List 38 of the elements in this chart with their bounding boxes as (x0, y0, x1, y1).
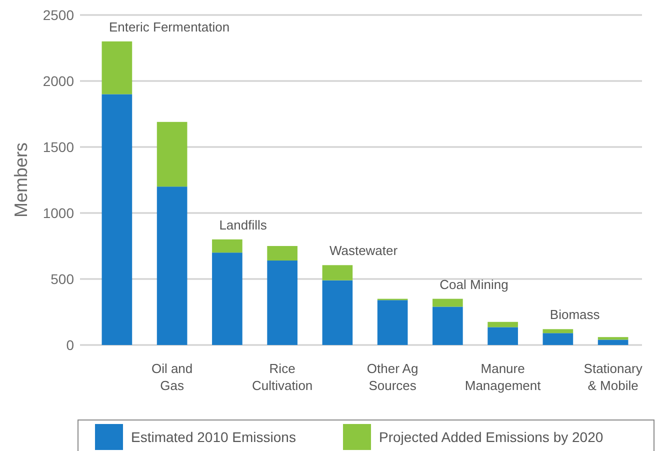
bar (488, 322, 518, 328)
bar (432, 306, 463, 345)
bar (267, 246, 298, 261)
annotation: Coal Mining (440, 276, 508, 292)
y-tick-label: 2500 (42, 6, 74, 23)
bar (156, 122, 188, 187)
bar (488, 327, 518, 345)
bar (542, 333, 574, 345)
annotation: Enteric Fermentation (108, 19, 230, 34)
x-tick-label: Oil and Gas (151, 361, 193, 393)
bar (102, 94, 132, 345)
y-tick-label: 1000 (42, 204, 74, 221)
bar (432, 298, 463, 307)
y-tick-label: 0 (66, 336, 74, 353)
bar (156, 186, 188, 345)
bar (598, 340, 628, 345)
annotation: Wastewater (329, 243, 398, 258)
legend-label: Estimated 2010 Emissions (131, 428, 296, 445)
x-tick-label: Other Ag Sources (366, 361, 418, 393)
bar (377, 300, 408, 345)
annotation: Landfills (219, 217, 268, 232)
x-tick-label: Manure Management (464, 361, 542, 393)
bar (322, 265, 353, 280)
x-tick-label: Stationary & Mobile (584, 361, 643, 393)
y-tick-label: 2000 (42, 72, 74, 89)
bar (542, 329, 574, 334)
bar (598, 337, 628, 340)
legend-label: Projected Added Emissions by 2020 (379, 428, 604, 445)
y-tick-label: 500 (50, 270, 74, 287)
bar (212, 239, 242, 253)
y-axis-title: Members (11, 142, 31, 218)
bar (102, 41, 132, 94)
bar (267, 260, 298, 345)
annotation: Biomass (550, 307, 600, 322)
bar (212, 252, 242, 345)
x-tick-label: Rice Cultivation (252, 361, 313, 393)
bar (322, 280, 353, 345)
y-tick-label: 1500 (42, 138, 74, 155)
